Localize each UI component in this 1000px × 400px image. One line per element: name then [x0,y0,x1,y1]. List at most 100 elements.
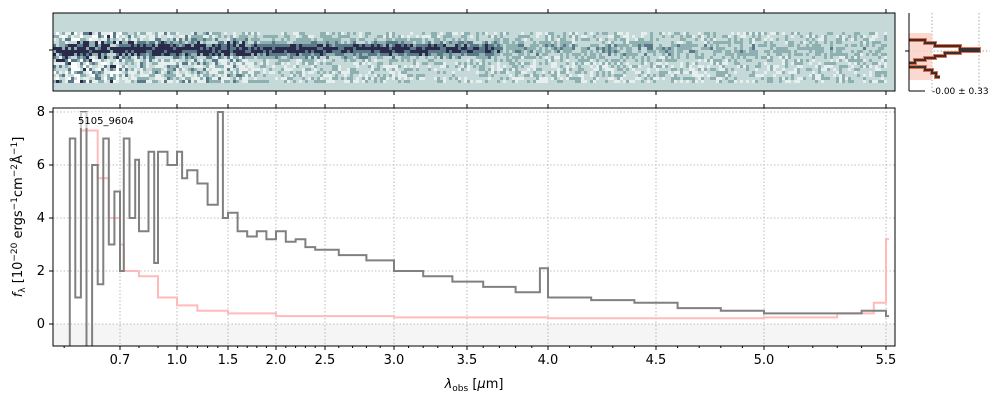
2d-pixel [623,44,626,47]
2d-pixel [254,74,257,77]
2d-pixel [104,47,107,50]
2d-pixel [149,32,152,35]
2d-pixel [440,62,443,65]
2d-pixel [662,77,665,80]
2d-pixel [659,59,662,62]
2d-pixel [161,71,164,74]
2d-pixel [392,65,395,68]
2d-pixel [719,59,722,62]
2d-pixel [518,47,521,50]
2d-pixel [416,41,419,44]
2d-pixel [578,80,581,83]
2d-pixel [464,38,467,41]
2d-pixel [314,53,317,56]
2d-pixel [650,47,653,50]
2d-pixel [137,62,140,65]
2d-pixel [212,80,215,83]
2d-pixel [347,44,350,47]
2d-pixel [236,74,239,77]
2d-pixel [254,50,257,53]
2d-pixel [734,77,737,80]
2d-pixel [857,62,860,65]
2d-pixel [143,47,146,50]
2d-pixel [800,77,803,80]
2d-pixel [392,59,395,62]
2d-pixel [149,74,152,77]
2d-pixel [515,38,518,41]
2d-pixel [380,62,383,65]
2d-pixel [140,74,143,77]
object-label-box [73,112,141,128]
2d-pixel [698,32,701,35]
2d-pixel [230,74,233,77]
2d-pixel [89,71,92,74]
2d-pixel [317,41,320,44]
2d-pixel [548,41,551,44]
2d-pixel [53,53,56,56]
2d-pixel [350,74,353,77]
2d-pixel [326,35,329,38]
2d-pixel [434,32,437,35]
2d-pixel [782,47,785,50]
2d-pixel [617,77,620,80]
2d-pixel [176,71,179,74]
2d-pixel [467,32,470,35]
2d-pixel [755,38,758,41]
2d-pixel [68,56,71,59]
2d-pixel [773,74,776,77]
2d-pixel [461,47,464,50]
2d-pixel [245,53,248,56]
2d-pixel [470,41,473,44]
2d-pixel [119,32,122,35]
2d-pixel [485,47,488,50]
2d-pixel [230,53,233,56]
2d-pixel [113,47,116,50]
2d-pixel [713,62,716,65]
2d-pixel [605,50,608,53]
2d-pixel [389,53,392,56]
2d-pixel [830,47,833,50]
2d-pixel [575,53,578,56]
2d-pixel [644,32,647,35]
2d-pixel [74,71,77,74]
2d-pixel [398,74,401,77]
2d-pixel [503,71,506,74]
2d-pixel [533,56,536,59]
2d-pixel [659,47,662,50]
2d-pixel [647,47,650,50]
2d-pixel [650,38,653,41]
2d-pixel [149,41,152,44]
2d-pixel [131,71,134,74]
2d-pixel [221,62,224,65]
2d-pixel [380,41,383,44]
2d-pixel [530,50,533,53]
2d-pixel [209,44,212,47]
2d-pixel [845,56,848,59]
2d-pixel [320,77,323,80]
2d-pixel [230,47,233,50]
2d-pixel [770,65,773,68]
2d-pixel [728,44,731,47]
2d-pixel [851,38,854,41]
2d-pixel [59,71,62,74]
2d-pixel [224,50,227,53]
2d-pixel [620,77,623,80]
2d-pixel [830,56,833,59]
2d-pixel [569,77,572,80]
2d-pixel [572,65,575,68]
2d-pixel [158,59,161,62]
2d-pixel [647,71,650,74]
2d-pixel [578,68,581,71]
2d-pixel [659,71,662,74]
2d-pixel [404,56,407,59]
2d-pixel [494,41,497,44]
2d-pixel [428,41,431,44]
2d-pixel [224,44,227,47]
2d-pixel [113,56,116,59]
2d-pixel [398,50,401,53]
2d-pixel [146,44,149,47]
2d-pixel [278,56,281,59]
2d-pixel [494,71,497,74]
2d-pixel [797,68,800,71]
2d-pixel [284,47,287,50]
